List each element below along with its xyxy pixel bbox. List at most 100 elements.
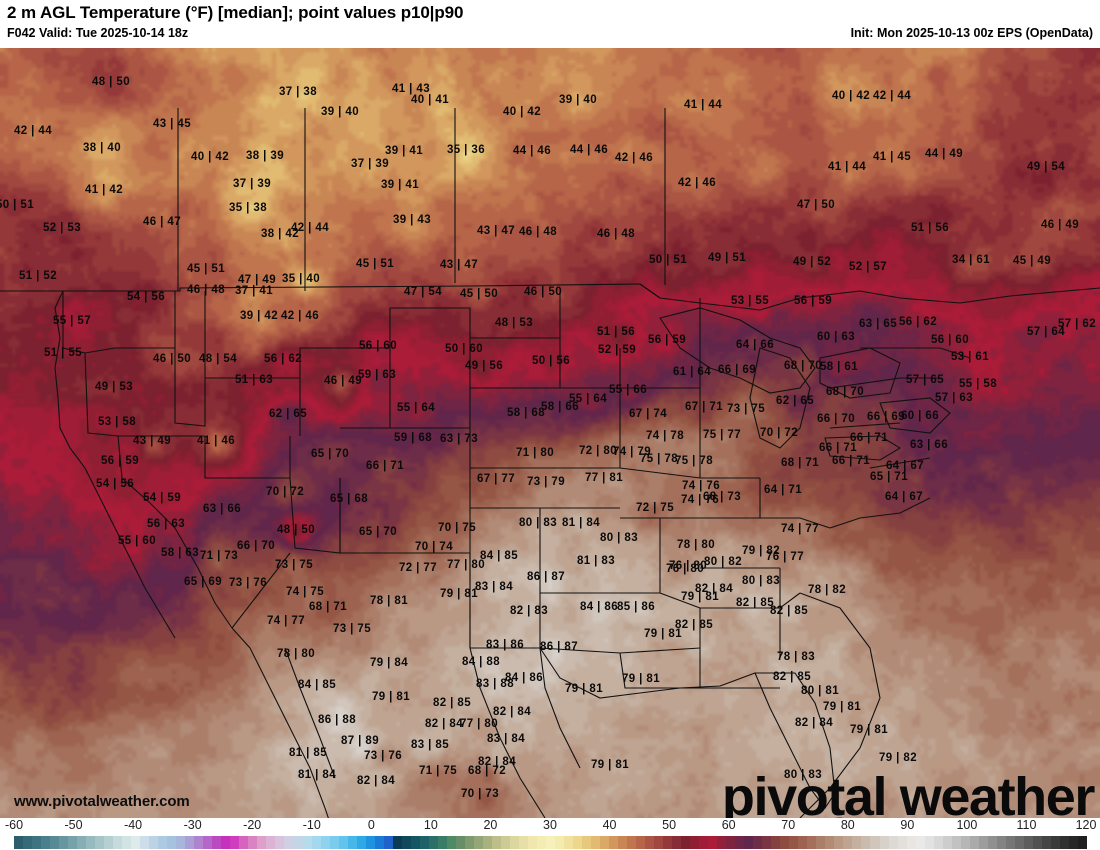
point-value: 44 | 46 <box>570 144 608 156</box>
point-value: 39 | 40 <box>559 94 597 106</box>
colorbar-swatch <box>329 836 339 849</box>
colorbar-swatch <box>140 836 150 849</box>
colorbar-swatch <box>618 836 628 849</box>
point-value: 37 | 38 <box>279 86 317 98</box>
colorbar-swatch <box>645 836 655 849</box>
point-value: 61 | 64 <box>673 366 711 378</box>
point-value: 82 | 84 <box>493 706 531 718</box>
point-value: 62 | 65 <box>776 395 814 407</box>
colorbar-swatch <box>284 836 294 849</box>
colorbar-tick: 20 <box>483 818 498 832</box>
colorbar-swatch <box>131 836 141 849</box>
colorbar-swatch <box>906 836 916 849</box>
colorbar-swatch <box>762 836 772 849</box>
colorbar-gradient[interactable] <box>14 836 1087 849</box>
point-value: 41 | 44 <box>828 161 866 173</box>
point-value: 82 | 85 <box>736 597 774 609</box>
colorbar-swatch <box>527 836 537 849</box>
colorbar-swatch <box>32 836 42 849</box>
point-value: 63 | 66 <box>910 439 948 451</box>
colorbar-tick: 70 <box>781 818 796 832</box>
colorbar-tick: 110 <box>1016 818 1037 832</box>
colorbar-swatch <box>1041 836 1051 849</box>
colorbar-swatch <box>176 836 186 849</box>
point-value: 45 | 50 <box>460 288 498 300</box>
colorbar-swatch <box>239 836 249 849</box>
colorbar-swatch <box>374 836 384 849</box>
point-value: 54 | 59 <box>143 492 181 504</box>
colorbar-swatch <box>509 836 519 849</box>
colorbar-swatch <box>1014 836 1024 849</box>
point-value: 82 | 85 <box>770 605 808 617</box>
point-value: 58 | 63 <box>161 547 199 559</box>
point-value: 73 | 75 <box>333 623 371 635</box>
point-value: 39 | 43 <box>393 214 431 226</box>
colorbar-swatch <box>446 836 456 849</box>
point-value: 46 | 49 <box>1041 219 1079 231</box>
colorbar-swatch <box>897 836 907 849</box>
point-value: 46 | 48 <box>597 228 635 240</box>
colorbar-swatch <box>320 836 330 849</box>
point-value: 79 | 81 <box>823 701 861 713</box>
point-value: 78 | 80 <box>277 648 315 660</box>
point-value: 81 | 84 <box>562 517 600 529</box>
point-value: 84 | 85 <box>480 550 518 562</box>
point-value: 70 | 72 <box>266 486 304 498</box>
point-value: 74 | 77 <box>267 615 305 627</box>
point-value: 66 | 71 <box>832 455 870 467</box>
colorbar-swatch <box>14 836 24 849</box>
point-value: 74 | 76 <box>681 494 719 506</box>
colorbar-swatch <box>1077 836 1087 849</box>
point-value: 38 | 40 <box>83 142 121 154</box>
point-value: 62 | 65 <box>269 408 307 420</box>
temperature-map[interactable]: 42 | 44 48 | 50 43 | 45 38 | 40 40 | 42 38 | … <box>0 48 1100 818</box>
init-time-label: Init: Mon 2025-10-13 00z EPS (OpenData) <box>850 26 1093 40</box>
colorbar-swatch <box>717 836 727 849</box>
point-value: 37 | 41 <box>235 285 273 297</box>
point-value: 79 | 82 <box>879 752 917 764</box>
colorbar-swatch <box>843 836 853 849</box>
colorbar-tick: 90 <box>900 818 915 832</box>
colorbar-swatch <box>735 836 745 849</box>
point-value: 78 | 80 <box>677 539 715 551</box>
colorbar-swatch <box>600 836 610 849</box>
point-value: 68 | 71 <box>781 457 819 469</box>
colorbar-swatch <box>996 836 1006 849</box>
colorbar-swatch <box>500 836 510 849</box>
point-value: 56 | 63 <box>147 518 185 530</box>
point-value: 79 | 81 <box>850 724 888 736</box>
colorbar-swatch <box>789 836 799 849</box>
point-value: 65 | 70 <box>311 448 349 460</box>
point-value: 41 | 46 <box>197 435 235 447</box>
colorbar-swatch <box>257 836 267 849</box>
point-value: 44 | 46 <box>513 145 551 157</box>
point-value: 87 | 89 <box>341 735 379 747</box>
point-value: 64 | 66 <box>736 339 774 351</box>
point-value: 56 | 59 <box>648 334 686 346</box>
point-value: 52 | 53 <box>43 222 81 234</box>
point-value: 74 | 77 <box>781 523 819 535</box>
point-value: 51 | 63 <box>235 374 273 386</box>
point-value: 72 | 75 <box>636 502 674 514</box>
colorbar-swatch <box>221 836 231 849</box>
point-value: 82 | 83 <box>510 605 548 617</box>
colorbar-swatch <box>23 836 33 849</box>
point-value: 84 | 88 <box>462 656 500 668</box>
point-value: 80 | 83 <box>600 532 638 544</box>
point-value: 42 | 44 <box>14 125 52 137</box>
colorbar-swatch <box>861 836 871 849</box>
colorbar-swatch <box>545 836 555 849</box>
colorbar-swatch <box>95 836 105 849</box>
point-value: 70 | 75 <box>438 522 476 534</box>
colorbar-swatch <box>158 836 168 849</box>
colorbar-swatch <box>104 836 114 849</box>
point-value: 55 | 66 <box>609 384 647 396</box>
colorbar-swatch <box>563 836 573 849</box>
point-value: 82 | 84 <box>425 718 463 730</box>
colorbar-swatch <box>780 836 790 849</box>
colorbar-swatch <box>870 836 880 849</box>
point-value: 45 | 49 <box>1013 255 1051 267</box>
point-value: 58 | 61 <box>820 361 858 373</box>
point-value: 37 | 39 <box>351 158 389 170</box>
